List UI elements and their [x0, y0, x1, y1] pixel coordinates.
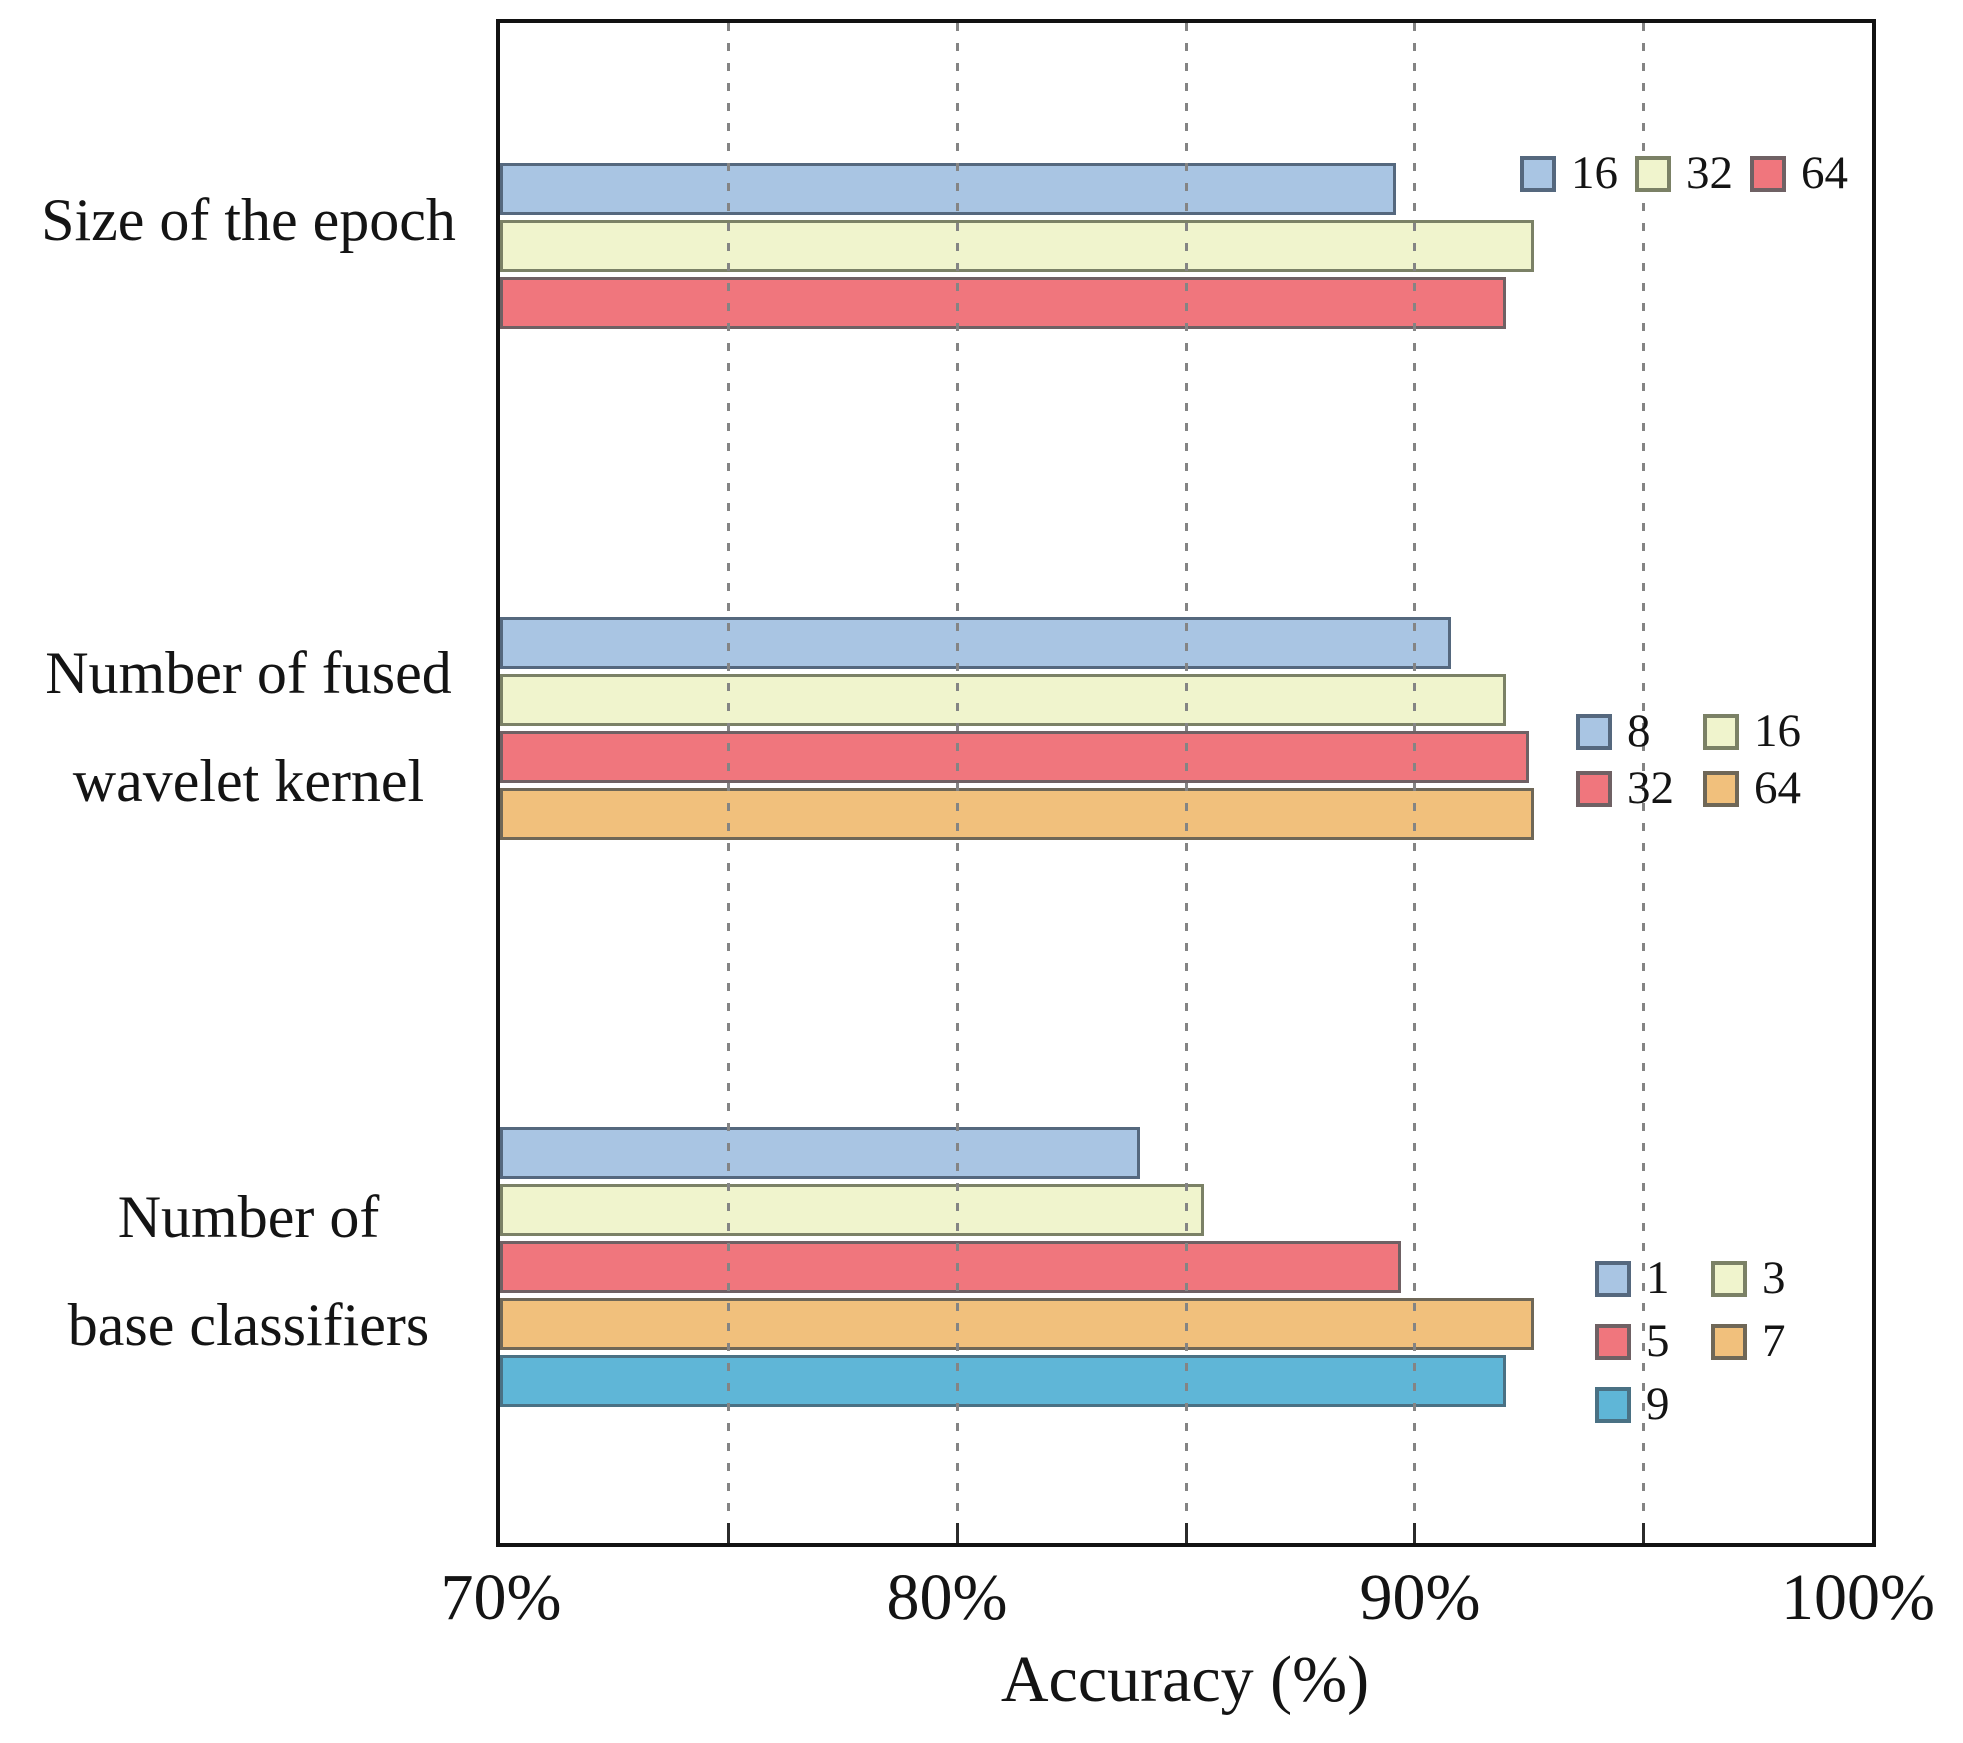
bar-kernel-16	[500, 674, 1507, 726]
legend-label: 32	[1686, 147, 1733, 199]
bar-classifiers-1	[500, 1127, 1141, 1179]
bar-epoch-32	[500, 220, 1534, 272]
legend-label: 1	[1646, 1252, 1670, 1304]
legend-label: 32	[1627, 762, 1674, 814]
gridline-85pct	[1184, 23, 1188, 1543]
axis-tick-75pct	[727, 1523, 731, 1543]
bar-epoch-64	[500, 277, 1507, 329]
legend-item-classifiers-1: 1	[1595, 1255, 1670, 1302]
legend-label: 64	[1754, 762, 1801, 814]
category-label-classifiers: Number of base classifiers	[0, 1163, 497, 1379]
gridline-90pct	[1413, 23, 1417, 1543]
legend-item-kernel-64: 64	[1703, 765, 1801, 812]
legend-swatch-orange-icon	[1711, 1323, 1747, 1360]
bar-kernel-8	[500, 617, 1452, 669]
bar-classifiers-3	[500, 1184, 1205, 1236]
legend-item-kernel-8: 8	[1576, 708, 1651, 755]
legend-label: 16	[1571, 147, 1618, 199]
legend-item-classifiers-5: 5	[1595, 1318, 1670, 1365]
x-tick-label-100%: 100%	[1781, 1561, 1935, 1634]
legend-item-kernel-32: 32	[1576, 765, 1674, 812]
bar-kernel-32	[500, 731, 1529, 783]
legend-swatch-orange-icon	[1703, 770, 1739, 807]
axis-tick-95pct	[1641, 1523, 1645, 1543]
bar-classifiers-7	[500, 1298, 1534, 1350]
bar-classifiers-9	[500, 1355, 1507, 1407]
category-label-line: Size of the epoch	[41, 187, 456, 253]
legend-swatch-teal-icon	[1595, 1386, 1631, 1423]
category-label-line: Number of	[117, 1184, 380, 1250]
legend-item-epoch-64: 64	[1750, 150, 1848, 197]
category-label-line: base classifiers	[67, 1292, 430, 1358]
axis-tick-85pct	[1184, 1523, 1188, 1543]
legend-item-classifiers-7: 7	[1711, 1318, 1786, 1365]
axis-tick-90pct	[1413, 1523, 1417, 1543]
axis-tick-80pct	[955, 1523, 959, 1543]
legend-swatch-red-icon	[1576, 770, 1612, 807]
legend-label: 9	[1646, 1378, 1670, 1430]
x-axis-title: Accuracy (%)	[1000, 1643, 1370, 1716]
bar-classifiers-5	[500, 1241, 1401, 1293]
category-label-kernel: Number of fused wavelet kernel	[0, 619, 497, 835]
bar-epoch-16	[500, 163, 1397, 215]
x-tick-label-90%: 90%	[1359, 1561, 1481, 1634]
gridline-80pct	[955, 23, 959, 1543]
legend-swatch-yellow-icon	[1635, 155, 1671, 192]
legend-label: 5	[1646, 1315, 1670, 1367]
legend-label: 7	[1762, 1315, 1786, 1367]
x-tick-label-70%: 70%	[440, 1561, 562, 1634]
legend-swatch-blue-icon	[1520, 155, 1556, 192]
category-label-line: Number of fused	[45, 640, 452, 706]
gridline-75pct	[727, 23, 731, 1543]
legend-label: 8	[1627, 705, 1651, 757]
legend-swatch-blue-icon	[1576, 713, 1612, 750]
legend-item-epoch-16: 16	[1520, 150, 1618, 197]
gridline-95pct	[1641, 23, 1645, 1543]
legend-item-classifiers-3: 3	[1711, 1255, 1786, 1302]
legend-swatch-yellow-icon	[1711, 1260, 1747, 1297]
legend-swatch-blue-icon	[1595, 1260, 1631, 1297]
category-label-line: wavelet kernel	[72, 748, 425, 814]
category-label-epoch: Size of the epoch	[0, 166, 497, 274]
legend-item-epoch-32: 32	[1635, 150, 1733, 197]
bar-kernel-64	[500, 788, 1534, 840]
legend-swatch-red-icon	[1750, 155, 1786, 192]
legend-swatch-red-icon	[1595, 1323, 1631, 1360]
legend-item-classifiers-9: 9	[1595, 1381, 1670, 1428]
legend-label: 16	[1754, 705, 1801, 757]
legend-label: 64	[1801, 147, 1848, 199]
legend-swatch-yellow-icon	[1703, 713, 1739, 750]
x-tick-label-80%: 80%	[886, 1561, 1008, 1634]
legend-item-kernel-16: 16	[1703, 708, 1801, 755]
legend-label: 3	[1762, 1252, 1786, 1304]
